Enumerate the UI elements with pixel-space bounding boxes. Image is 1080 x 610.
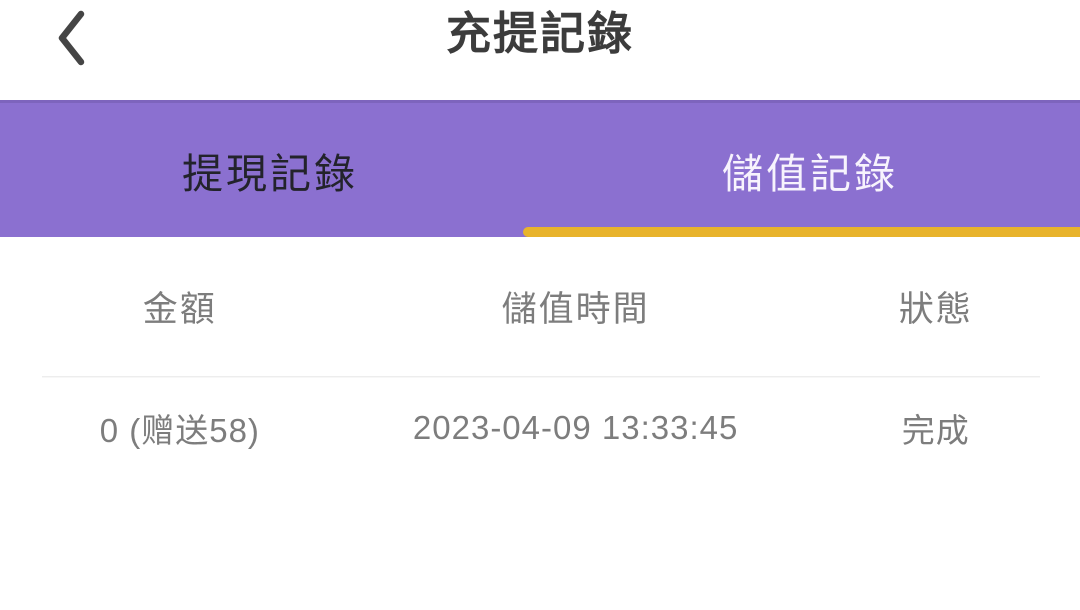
table-header-row: 金額 儲值時間 狀態 bbox=[0, 237, 1080, 376]
deposit-records-table: 金額 儲值時間 狀態 0 (赠送58) 2023-04-09 13:33:45 … bbox=[0, 237, 1080, 478]
app-header: 充提記錄 bbox=[0, 0, 1080, 100]
header-divider bbox=[42, 376, 1040, 378]
table-row: 0 (赠送58) 2023-04-09 13:33:45 完成 bbox=[0, 378, 1080, 478]
tab-deposit-records[interactable]: 儲值記錄 bbox=[540, 103, 1080, 237]
cell-status: 完成 bbox=[901, 412, 970, 449]
records-tabbar: 提現記錄 儲值記錄 bbox=[0, 100, 1080, 237]
column-header-amount: 金額 bbox=[142, 290, 217, 329]
tab-deposit-label: 儲值記錄 bbox=[722, 151, 898, 197]
back-button[interactable] bbox=[42, 0, 102, 76]
tab-withdrawal-label: 提現記錄 bbox=[182, 151, 358, 197]
active-tab-indicator bbox=[523, 227, 1080, 237]
column-header-status: 狀態 bbox=[898, 290, 973, 329]
cell-amount: 0 (赠送58) bbox=[99, 412, 260, 449]
column-header-deposit-time: 儲值時間 bbox=[501, 290, 650, 329]
chevron-left-icon bbox=[54, 8, 90, 68]
cell-deposit-time: 2023-04-09 13:33:45 bbox=[412, 409, 739, 446]
page-title: 充提記錄 bbox=[445, 8, 634, 59]
tab-withdrawal-records[interactable]: 提現記錄 bbox=[0, 103, 540, 237]
